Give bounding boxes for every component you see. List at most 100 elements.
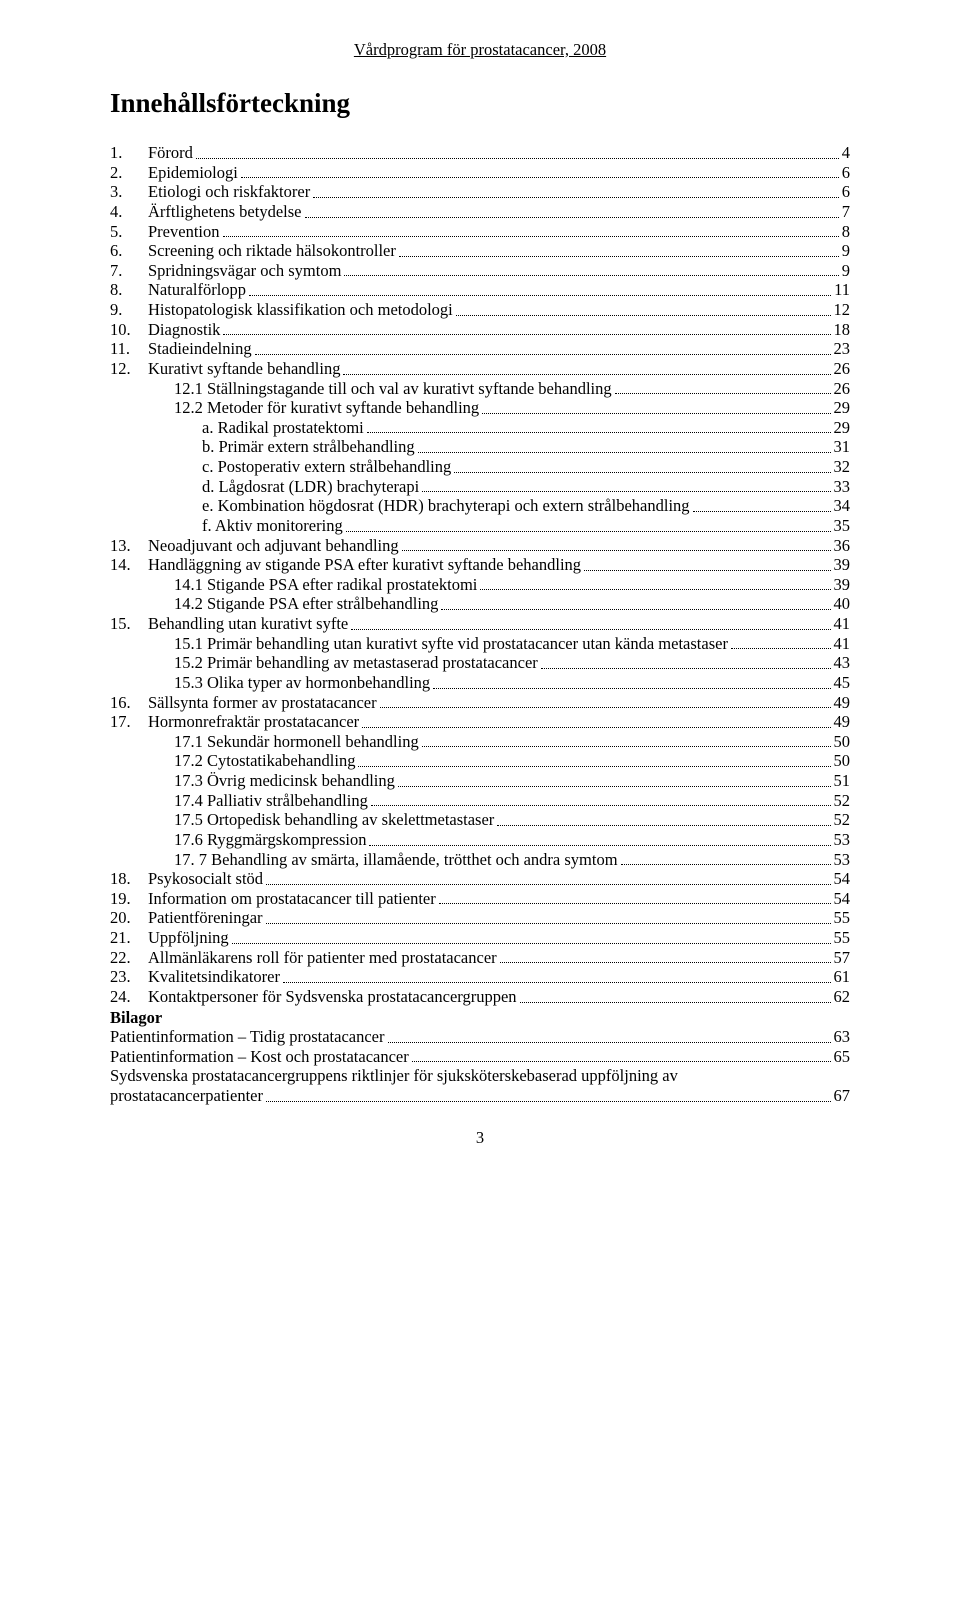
toc-entry-page: 53	[834, 850, 851, 870]
toc-leader-dots	[346, 516, 831, 532]
toc-row: 17.6 Ryggmärgskompression 53	[110, 830, 850, 850]
toc-title: Innehållsförteckning	[110, 88, 850, 119]
toc-entry-page: 45	[834, 673, 851, 693]
toc-leader-dots	[343, 359, 830, 375]
toc-entry-page: 51	[834, 771, 851, 791]
toc-leader-dots	[266, 869, 830, 885]
toc-entry-number: 9.	[110, 300, 148, 320]
toc-entry-number: 7.	[110, 261, 148, 281]
toc-entry-number: 3.	[110, 182, 148, 202]
toc-entry-text: 15.3 Olika typer av hormonbehandling	[160, 673, 430, 693]
toc-entry-text: Patientinformation – Tidig prostatacance…	[110, 1027, 385, 1047]
toc-entry-number	[110, 496, 160, 516]
toc-row: 1.Förord4	[110, 143, 850, 163]
toc-entry-number: 6.	[110, 241, 148, 261]
toc-entry-text: Sydsvenska prostatacancergruppens riktli…	[110, 1066, 678, 1086]
toc-entry-number: 14.	[110, 555, 148, 575]
toc-leader-dots	[422, 732, 831, 748]
toc-row: a. Radikal prostatektomi29	[110, 418, 850, 438]
toc-entry-page: 65	[834, 1047, 851, 1067]
toc-entry-text: Hormonrefraktär prostatacancer	[148, 712, 359, 732]
toc-row: 18.Psykosocialt stöd54	[110, 869, 850, 889]
toc-leader-dots	[223, 320, 830, 336]
toc-leader-dots	[232, 928, 831, 944]
toc-entry-text: Allmänläkarens roll för patienter med pr…	[148, 948, 497, 968]
toc-row: 17.1 Sekundär hormonell behandling50	[110, 732, 850, 752]
toc-leader-dots	[418, 437, 831, 453]
toc-entry-page: 62	[834, 987, 851, 1007]
toc-entry-text: 15.1 Primär behandling utan kurativt syf…	[160, 634, 728, 654]
toc-row: 15.Behandling utan kurativt syfte41	[110, 614, 850, 634]
toc-row: 15.1 Primär behandling utan kurativt syf…	[110, 634, 850, 654]
toc-entry-number: 18.	[110, 869, 148, 889]
toc-row: Patientinformation – Tidig prostatacance…	[110, 1027, 850, 1047]
toc-leader-dots	[520, 987, 831, 1003]
toc-entry-text: 15.2 Primär behandling av metastaserad p…	[160, 653, 538, 673]
toc-entry-text: b. Primär extern strålbehandling	[160, 437, 415, 457]
toc-row: 7.Spridningsvägar och symtom9	[110, 261, 850, 281]
toc-entry-text: a. Radikal prostatektomi	[160, 418, 364, 438]
toc-row: 24.Kontaktpersoner för Sydsvenska prosta…	[110, 987, 850, 1007]
toc-entry-number	[110, 477, 160, 497]
toc-entry-number	[110, 732, 160, 752]
toc-row: f. Aktiv monitorering35	[110, 516, 850, 536]
toc-leader-dots	[313, 182, 839, 198]
toc-row: b. Primär extern strålbehandling31	[110, 437, 850, 457]
toc-entry-number: 4.	[110, 202, 148, 222]
toc-entry-text: 14.1 Stigande PSA efter radikal prostate…	[160, 575, 477, 595]
toc-row: 16.Sällsynta former av prostatacancer49	[110, 693, 850, 713]
toc-entry-page: 6	[842, 163, 850, 183]
toc-leader-dots	[456, 300, 831, 316]
toc-row: 12.1 Ställningstagande till och val av k…	[110, 379, 850, 399]
toc-row: 19.Information om prostatacancer till pa…	[110, 889, 850, 909]
toc-leader-dots	[422, 477, 830, 493]
toc-entry-page: 32	[834, 457, 851, 477]
toc-entry-page: 29	[834, 398, 851, 418]
toc-row: 12.2 Metoder för kurativt syftande behan…	[110, 398, 850, 418]
toc-entry-number: 13.	[110, 536, 148, 556]
toc-leader-dots	[433, 673, 830, 689]
toc-entry-page: 53	[834, 830, 851, 850]
toc-entry-number: 21.	[110, 928, 148, 948]
toc-entry-text: 12.2 Metoder för kurativt syftande behan…	[160, 398, 479, 418]
toc-row: 14.1 Stigande PSA efter radikal prostate…	[110, 575, 850, 595]
toc-leader-dots	[196, 143, 839, 159]
toc-row: 15.3 Olika typer av hormonbehandling 45	[110, 673, 850, 693]
toc-entry-text: Behandling utan kurativt syfte	[148, 614, 348, 634]
toc-entry-number	[110, 594, 160, 614]
toc-entry-number: 19.	[110, 889, 148, 909]
toc-entry-page: 52	[834, 810, 851, 830]
toc-entry-number	[110, 418, 160, 438]
toc-entry-text: c. Postoperativ extern strålbehandling	[160, 457, 451, 477]
toc-leader-dots	[541, 653, 831, 669]
toc-entry-number: 10.	[110, 320, 148, 340]
toc-leader-dots	[731, 634, 831, 650]
toc-row: 23.Kvalitetsindikatorer61	[110, 967, 850, 987]
toc-row: 17.3 Övrig medicinsk behandling51	[110, 771, 850, 791]
toc-entry-text: Stadieindelning	[148, 339, 252, 359]
toc-leader-dots	[344, 261, 838, 277]
toc-entry-number: 8.	[110, 280, 148, 300]
toc-entry-text: 17.4 Palliativ strålbehandling	[160, 791, 368, 811]
toc-entry-text: Kontaktpersoner för Sydsvenska prostatac…	[148, 987, 517, 1007]
toc-leader-dots	[615, 379, 831, 395]
toc-entry-page: 49	[834, 712, 851, 732]
toc-row: 14.Handläggning av stigande PSA efter ku…	[110, 555, 850, 575]
toc-entry-number: 23.	[110, 967, 148, 987]
toc-entry-page: 52	[834, 791, 851, 811]
toc-leader-dots	[369, 830, 830, 846]
toc-row: 2.Epidemiologi6	[110, 163, 850, 183]
toc-entry-page: 12	[834, 300, 851, 320]
toc-entry-page: 11	[834, 280, 850, 300]
toc-leader-dots	[367, 418, 831, 434]
toc-row: 20.Patientföreningar55	[110, 908, 850, 928]
toc-leader-dots	[283, 967, 831, 983]
toc-entry-text: 17.6 Ryggmärgskompression	[160, 830, 366, 850]
toc-entry-page: 33	[834, 477, 851, 497]
toc-entry-page: 50	[834, 732, 851, 752]
toc-leader-dots	[500, 948, 831, 964]
toc-entry-text: Diagnostik	[148, 320, 220, 340]
toc-entry-page: 8	[842, 222, 850, 242]
toc-entry-text: 17. 7 Behandling av smärta, illamående, …	[160, 850, 618, 870]
toc-entry-text: 14.2 Stigande PSA efter strålbehandling	[160, 594, 438, 614]
